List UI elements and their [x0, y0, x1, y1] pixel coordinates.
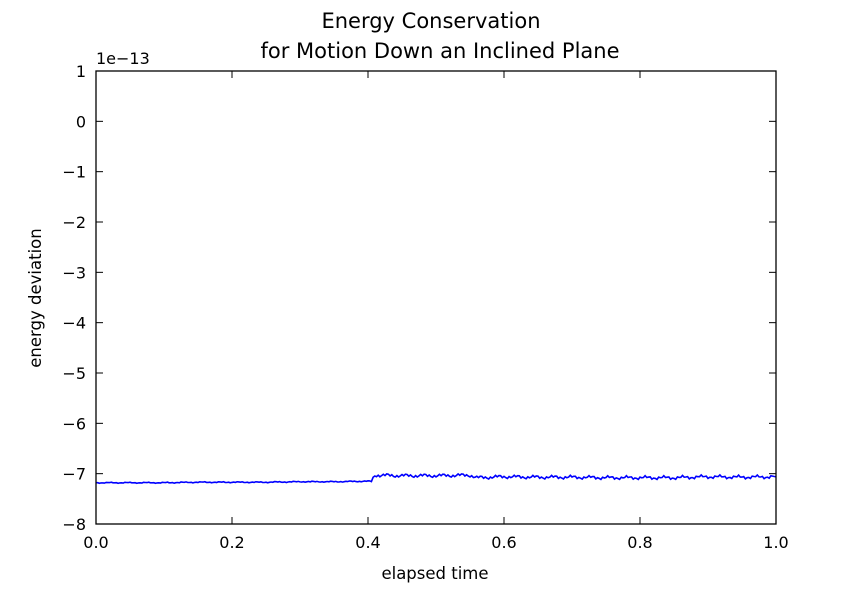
plot-frame	[95, 70, 777, 525]
y-tick-label: 1	[76, 62, 86, 81]
y-offset-label: 1e−13	[96, 49, 150, 68]
y-tick-label: −2	[62, 213, 86, 232]
series-line-0	[96, 472, 777, 485]
chart-title-line-1: Energy Conservation	[321, 9, 540, 33]
x-tick-label: 0.2	[219, 533, 244, 552]
series-layer	[96, 472, 777, 485]
y-tick-label: −5	[62, 364, 86, 383]
chart-title-line-2: for Motion Down an Inclined Plane	[261, 39, 620, 63]
x-tick-label: 0.6	[491, 533, 516, 552]
x-tick-label: 0.8	[627, 533, 652, 552]
x-axis-label: elapsed time	[381, 564, 488, 583]
y-axis-label: energy deviation	[26, 228, 45, 367]
y-tick-label: −8	[62, 515, 86, 534]
y-tick-label: 0	[76, 112, 86, 131]
y-tick-label: −4	[62, 314, 86, 333]
x-tick-label: 0.4	[355, 533, 380, 552]
y-tick-label: −7	[62, 465, 86, 484]
y-tick-label: −6	[62, 414, 86, 433]
x-tick-label: 1.0	[763, 533, 788, 552]
x-tick-label: 0.0	[83, 533, 108, 552]
y-axis: 1 0 −1 −2 −3 −4 −5 −6 −7 −8	[62, 62, 776, 534]
y-tick-label: −3	[62, 263, 86, 282]
x-axis: 0.0 0.2 0.4 0.6 0.8 1.0	[83, 71, 789, 552]
y-tick-label: −1	[62, 163, 86, 182]
